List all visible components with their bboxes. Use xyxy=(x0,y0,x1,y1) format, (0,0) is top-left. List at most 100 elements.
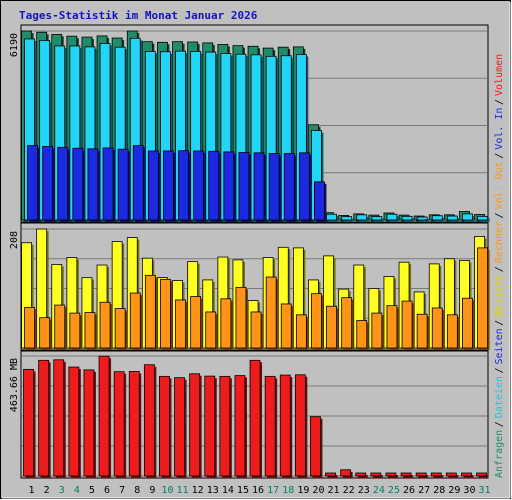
bar xyxy=(370,472,382,477)
bar xyxy=(477,215,488,221)
bar xyxy=(430,472,442,477)
bar xyxy=(87,148,99,221)
bar xyxy=(401,215,413,221)
day-label: 2 xyxy=(44,485,50,496)
bar xyxy=(238,152,250,221)
legend-entry: Vol. In xyxy=(494,108,505,150)
bar xyxy=(189,373,201,477)
bar xyxy=(159,375,170,477)
bar xyxy=(143,364,155,477)
bar xyxy=(310,416,321,477)
bar xyxy=(57,146,69,221)
series-rechner xyxy=(24,247,490,350)
bar xyxy=(461,472,472,477)
bar xyxy=(53,359,65,477)
bar-shadow xyxy=(448,475,459,478)
legend-separator: / xyxy=(494,153,505,159)
day-label: 10 xyxy=(161,485,173,496)
day-label: 8 xyxy=(134,485,140,496)
bar xyxy=(326,305,337,349)
bar xyxy=(314,181,325,221)
day-labels: 1 2 3 4 5 6 7 8 9 10 11 12 13 14 15 16 17 18 19 20 21 22 23 24 2… xyxy=(29,485,491,496)
bar xyxy=(400,472,412,477)
legend-separator: / xyxy=(494,320,505,326)
bar xyxy=(326,213,337,221)
bar xyxy=(385,472,397,477)
bar xyxy=(295,314,307,349)
bar xyxy=(178,150,189,221)
series-volumen xyxy=(23,355,489,478)
bar xyxy=(163,150,174,221)
y-max-label: 208 xyxy=(9,231,20,249)
bar xyxy=(234,375,246,477)
bar xyxy=(386,213,398,221)
day-label: 15 xyxy=(237,485,249,496)
legend-entry: Seiten xyxy=(494,328,505,364)
bar xyxy=(294,374,306,477)
day-label: 9 xyxy=(149,485,155,496)
bar xyxy=(208,150,220,221)
day-label: 20 xyxy=(312,485,324,496)
legend-entry: Besuche xyxy=(494,275,505,317)
day-label: 16 xyxy=(252,485,264,496)
legend-entry: Vol. Out xyxy=(494,161,505,209)
bar xyxy=(371,216,383,221)
bar xyxy=(253,152,265,221)
bar xyxy=(476,472,487,477)
bar xyxy=(129,292,141,349)
bar xyxy=(477,247,488,349)
bar xyxy=(132,145,144,221)
bar xyxy=(462,213,473,221)
bar xyxy=(23,368,34,477)
bar xyxy=(144,274,156,349)
bar xyxy=(175,299,186,349)
day-label: 3 xyxy=(59,485,65,496)
bar xyxy=(416,216,428,221)
bar xyxy=(24,306,35,349)
bar xyxy=(446,314,458,349)
bar xyxy=(298,152,310,221)
day-label: 31 xyxy=(479,485,491,496)
bar xyxy=(340,469,352,477)
day-label: 13 xyxy=(207,485,219,496)
bar-shadow xyxy=(357,475,368,478)
legend-entry: Anfragen xyxy=(494,430,505,478)
day-label: 11 xyxy=(177,485,189,496)
day-label: 24 xyxy=(373,485,385,496)
day-label: 4 xyxy=(74,485,80,496)
day-label: 1 xyxy=(29,485,35,496)
day-label: 19 xyxy=(297,485,309,496)
day-label: 21 xyxy=(328,485,340,496)
bar xyxy=(268,153,280,221)
bar xyxy=(280,303,292,349)
bar-shadow xyxy=(433,475,444,478)
day-label: 28 xyxy=(433,485,445,496)
bar xyxy=(249,359,261,477)
day-label: 26 xyxy=(403,485,415,496)
legend-separator: / xyxy=(494,212,505,218)
bar xyxy=(98,355,110,477)
bar xyxy=(193,150,205,221)
chart-panels: 6190 208 463.66 MB xyxy=(9,24,490,479)
day-label: 17 xyxy=(267,485,279,496)
panel-bottom: 463.66 MB xyxy=(9,350,489,479)
day-label: 30 xyxy=(463,485,475,496)
bar-shadow xyxy=(463,475,474,478)
bar-shadow xyxy=(387,475,398,478)
bar xyxy=(39,317,51,349)
bar xyxy=(341,216,353,221)
bar-shadow xyxy=(418,475,429,478)
bar-shadow xyxy=(419,219,430,222)
legend-separator: / xyxy=(494,266,505,272)
bar xyxy=(283,153,295,221)
day-label: 23 xyxy=(358,485,370,496)
bar-shadow xyxy=(403,475,414,478)
day-label: 18 xyxy=(282,485,294,496)
bar xyxy=(147,150,159,221)
bar xyxy=(205,311,217,349)
bar xyxy=(235,286,247,349)
bar xyxy=(250,311,262,349)
bar xyxy=(128,371,140,477)
legend-separator: / xyxy=(494,421,505,427)
